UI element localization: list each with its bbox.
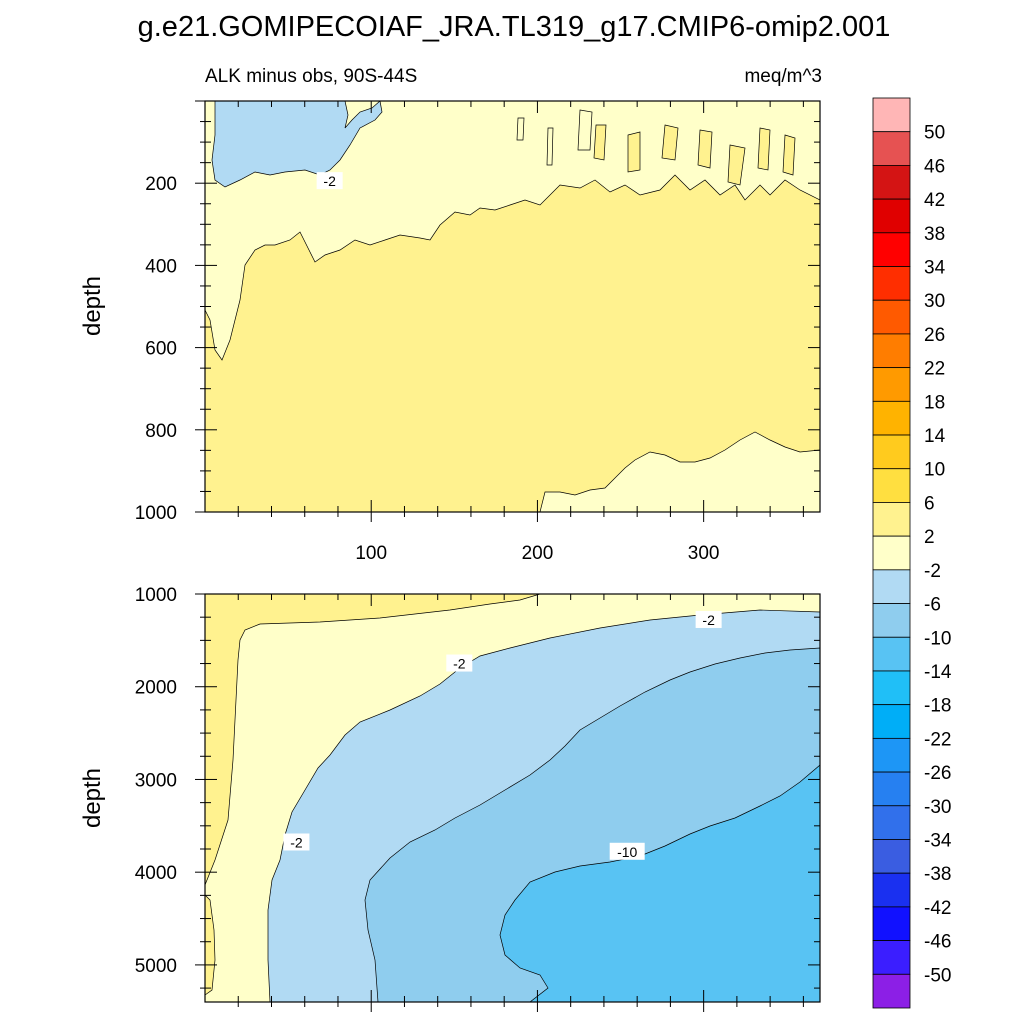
y-tick-label: 4000 [135,863,177,884]
colorbar-swatch [872,502,911,537]
colorbar-swatch [872,165,911,200]
y-tick-label: 5000 [135,956,177,977]
colorbar-label: -26 [924,763,951,784]
colorbar-label: 38 [924,224,945,245]
top-region-negative-2-6 [211,101,383,188]
colorbar-swatch [872,704,911,739]
x-tick-label: 100 [355,543,387,564]
colorbar-label: -42 [924,898,951,919]
colorbar-swatch [872,97,911,133]
colorbar-swatch [872,333,911,369]
contour-label: -2 [702,612,715,628]
colorbar-swatch [872,434,911,470]
colorbar-swatch [872,535,911,571]
bottom-contour-labels: -2 -2 -2 -10 [283,610,722,860]
colorbar-swatch [872,299,911,335]
contour-label: -2 [323,173,336,189]
colorbar-swatch [872,569,911,604]
top-region-near-zero [205,101,820,361]
colorbar-label: -2 [924,561,941,582]
y-tick-label: 2000 [135,678,177,699]
colorbar-swatch [872,636,911,672]
bottom-ticks [195,593,820,1012]
y-tick-label: 600 [145,339,177,360]
colorbar-swatch [872,603,911,638]
colorbar-label: -50 [924,965,951,986]
colorbar-label: -38 [924,864,951,885]
subtitle-right: meq/m^3 [744,66,822,87]
colorbar-label: -10 [924,628,951,649]
colorbar-label: 30 [924,291,945,312]
colorbar-swatch [872,940,911,975]
figure-title: g.e21.GOMIPECOIAF_JRA.TL319_g17.CMIP6-om… [138,11,891,43]
contour-label: -10 [617,844,637,860]
colorbar-label: 10 [924,460,945,481]
top-contour-labels: -2 [316,172,343,190]
x-tick-label: 200 [522,543,554,564]
colorbar-swatch [872,400,911,436]
subtitle-left: ALK minus obs, 90S-44S [205,66,417,87]
colorbar-label: 18 [924,392,945,413]
colorbar-swatch [872,131,911,166]
colorbar-swatch [872,839,911,874]
colorbar-label: -14 [924,662,952,683]
top-ylabel: depth [79,276,106,336]
colorbar-swatch [872,198,911,234]
colorbar-swatch [872,771,911,807]
colorbar-swatch [872,737,911,773]
bottom-frame [204,593,821,1003]
contour-label-bg [283,833,310,851]
colorbar-label: -18 [924,696,951,717]
top-panel: 100 200 300 200 400 600 800 1000 depth -2 [79,100,821,564]
bottom-region-2-6-small [205,894,216,996]
colorbar-label: -6 [924,595,941,616]
y-tick-label: 3000 [135,770,177,791]
y-tick-label: 800 [145,421,177,442]
top-ticks [195,100,820,522]
contour-label-bg [446,654,473,672]
colorbar-label: -46 [924,932,951,953]
bottom-axis-labels: 1000 2000 3000 4000 5000 [135,585,177,977]
colorbar-label: 42 [924,190,945,211]
colorbar-label: 14 [924,426,946,447]
contour-label: -2 [453,656,466,672]
colorbar-swatch [872,468,911,503]
colorbar-swatch [872,906,911,941]
contour-label-bg [609,842,645,860]
contour-label-bg [695,610,722,628]
bottom-panel: 1000 2000 3000 4000 5000 depth -2 -2 -2 -10 [79,585,821,1012]
bottom-ylabel: depth [79,768,106,828]
y-tick-label: 200 [145,174,177,195]
contour-label-bg [316,172,343,190]
colorbar-label: 34 [924,258,946,279]
x-tick-label: 300 [688,543,720,564]
colorbar-label: -34 [924,830,952,851]
colorbar-swatch [872,367,911,402]
top-region-near-zero-deep [539,431,820,512]
colorbar-label: 2 [924,527,935,548]
contour-label: -2 [290,835,303,851]
colorbar: 50 46 42 38 34 30 26 22 18 14 10 6 2 -2 -6 -10 -14 -18 -22… [872,97,952,1009]
y-tick-label: 1000 [135,503,177,524]
colorbar-label: 26 [924,325,945,346]
colorbar-label: -30 [924,797,951,818]
colorbar-swatch [872,805,911,840]
colorbar-swatch [872,973,911,1009]
bottom-region-2-6 [205,594,541,886]
y-tick-label: 1000 [135,585,177,606]
top-small-features [516,109,796,186]
colorbar-label: 46 [924,156,945,177]
colorbar-swatch [872,266,911,301]
top-axis-labels: 100 200 300 200 400 600 800 1000 [135,174,720,564]
colorbar-label: 50 [924,123,945,144]
colorbar-swatch [872,232,911,267]
colorbar-label: 22 [924,359,945,380]
colorbar-label: 6 [924,493,935,514]
colorbar-swatch [872,670,911,706]
colorbar-label: -22 [924,729,951,750]
colorbar-swatch [872,872,911,908]
bottom-region-negative-10-14 [499,764,820,1002]
y-tick-label: 400 [145,256,177,277]
